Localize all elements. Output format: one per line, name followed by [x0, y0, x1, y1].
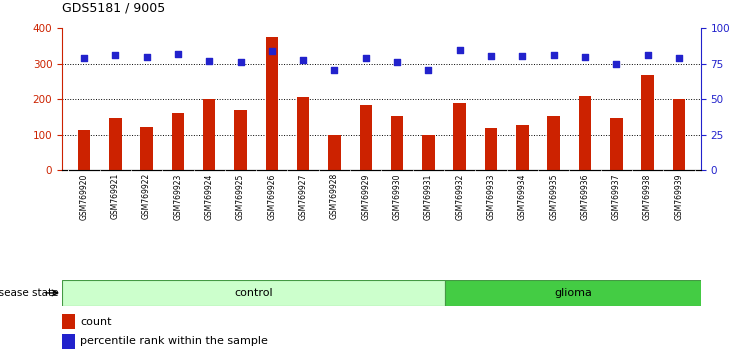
Point [642, 52, 653, 58]
Text: GSM769925: GSM769925 [236, 173, 245, 219]
Point [297, 57, 309, 63]
Point [548, 52, 559, 58]
Point [328, 67, 340, 73]
Point [610, 61, 622, 67]
Text: GSM769938: GSM769938 [643, 173, 652, 219]
Text: disease state: disease state [0, 288, 58, 298]
Text: GSM769932: GSM769932 [456, 173, 464, 219]
Text: GSM769937: GSM769937 [612, 173, 620, 220]
Text: GSM769923: GSM769923 [174, 173, 182, 219]
Text: GSM769929: GSM769929 [361, 173, 370, 219]
Text: GSM769931: GSM769931 [424, 173, 433, 219]
Bar [297, 97, 310, 170]
Bar [109, 118, 121, 170]
Point [391, 59, 403, 65]
Text: glioma: glioma [554, 288, 592, 298]
Point [204, 58, 215, 64]
Point [673, 55, 685, 61]
Bar [485, 128, 497, 170]
Bar [266, 37, 278, 170]
Bar [579, 96, 591, 170]
Bar [62, 334, 75, 348]
Point [517, 53, 529, 59]
Text: GSM769921: GSM769921 [111, 173, 120, 219]
Bar [203, 99, 215, 170]
Text: GSM769936: GSM769936 [580, 173, 589, 220]
Text: GSM769939: GSM769939 [675, 173, 683, 220]
Text: percentile rank within the sample: percentile rank within the sample [80, 336, 268, 346]
Text: GSM769926: GSM769926 [267, 173, 277, 219]
Text: GSM769928: GSM769928 [330, 173, 339, 219]
Text: GSM769935: GSM769935 [549, 173, 558, 220]
Bar [610, 118, 623, 170]
Text: GSM769927: GSM769927 [299, 173, 307, 219]
Point [423, 67, 434, 73]
Bar [359, 105, 372, 170]
Bar [422, 135, 434, 170]
Text: GSM769933: GSM769933 [486, 173, 496, 220]
Point [579, 54, 591, 59]
Point [234, 59, 246, 65]
Text: GSM769934: GSM769934 [518, 173, 527, 220]
Point [78, 56, 90, 61]
Bar [453, 103, 466, 170]
Bar [62, 314, 75, 329]
Bar [172, 113, 184, 170]
Point [485, 53, 497, 58]
Text: GSM769930: GSM769930 [393, 173, 402, 220]
Bar [77, 130, 91, 170]
Text: GDS5181 / 9005: GDS5181 / 9005 [62, 1, 165, 14]
Text: control: control [234, 288, 273, 298]
Bar [672, 99, 685, 170]
Bar [516, 125, 529, 170]
Bar [234, 110, 247, 170]
Bar [391, 116, 404, 170]
Point [360, 55, 372, 61]
Bar [642, 75, 654, 170]
Point [141, 55, 153, 60]
Bar [548, 116, 560, 170]
Bar [328, 135, 341, 170]
Text: GSM769924: GSM769924 [204, 173, 214, 219]
Text: GSM769920: GSM769920 [80, 173, 88, 219]
Bar [62, 280, 445, 306]
Bar [140, 127, 153, 170]
Bar [445, 280, 701, 306]
Point [110, 52, 121, 58]
Point [454, 47, 466, 53]
Text: GSM769922: GSM769922 [142, 173, 151, 219]
Point [172, 51, 184, 57]
Point [266, 48, 277, 54]
Text: count: count [80, 316, 112, 327]
